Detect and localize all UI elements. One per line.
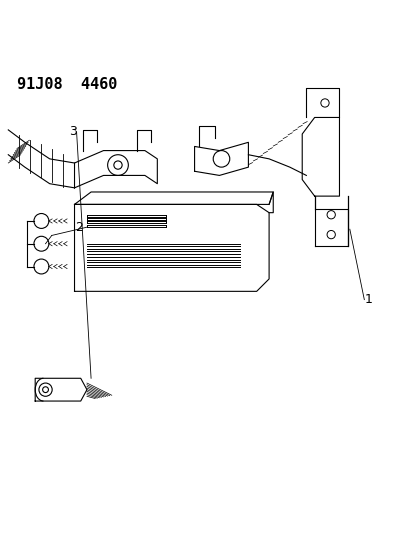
Circle shape [326, 211, 335, 219]
Circle shape [326, 230, 335, 239]
Circle shape [43, 387, 48, 393]
Circle shape [34, 236, 49, 251]
Text: 3: 3 [69, 125, 76, 139]
Text: 1: 1 [363, 293, 371, 306]
Circle shape [34, 259, 49, 274]
Text: 2: 2 [75, 221, 83, 233]
Circle shape [34, 214, 49, 229]
Circle shape [39, 383, 52, 397]
Circle shape [213, 151, 229, 167]
Circle shape [320, 99, 328, 107]
Text: 91J08  4460: 91J08 4460 [17, 77, 116, 92]
Circle shape [107, 155, 128, 175]
Circle shape [114, 161, 122, 169]
